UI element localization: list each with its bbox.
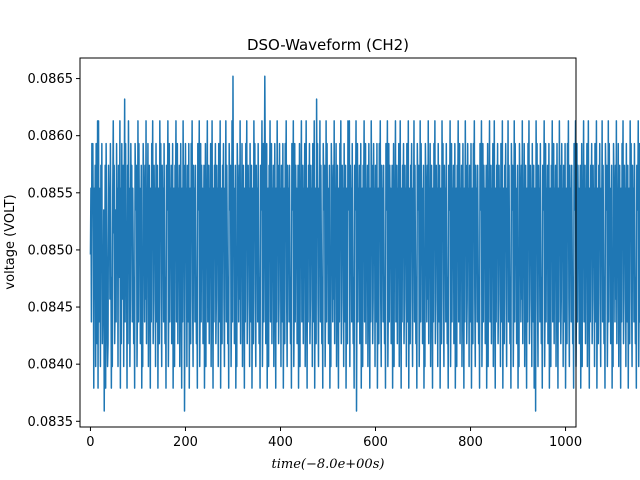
y-axis-label: voltage (VOLT) — [3, 194, 18, 289]
y-tick-label: 0.0845 — [28, 301, 74, 316]
series-group — [89, 75, 640, 412]
plot-area — [79, 57, 640, 428]
x-tick-label: 800 — [458, 435, 483, 450]
y-tick-label: 0.0850 — [28, 243, 74, 258]
plot-frame — [79, 57, 577, 428]
x-axis-label: time(−8.0e+00s) — [272, 457, 385, 472]
x-tick-label: 400 — [268, 435, 293, 450]
x-tick-label: 0 — [86, 435, 94, 450]
y-tick-label: 0.0840 — [28, 358, 74, 373]
series-line — [89, 75, 640, 412]
y-tick-label: 0.0865 — [28, 72, 74, 87]
x-tick-label: 1000 — [549, 435, 582, 450]
y-axis-ticks: 0.0835 0.0840 0.0845 0.0850 0.0855 0.0860 0.08… — [28, 72, 80, 430]
y-tick-label: 0.0855 — [28, 186, 74, 201]
y-tick-label: 0.0835 — [28, 415, 74, 430]
x-axis-ticks: 0 200 400 600 800 1000 — [86, 427, 582, 450]
x-tick-label: 600 — [363, 435, 388, 450]
chart-title: DSO-Waveform (CH2) — [247, 36, 409, 54]
x-tick-label: 200 — [173, 435, 198, 450]
y-tick-label: 0.0860 — [28, 129, 74, 144]
